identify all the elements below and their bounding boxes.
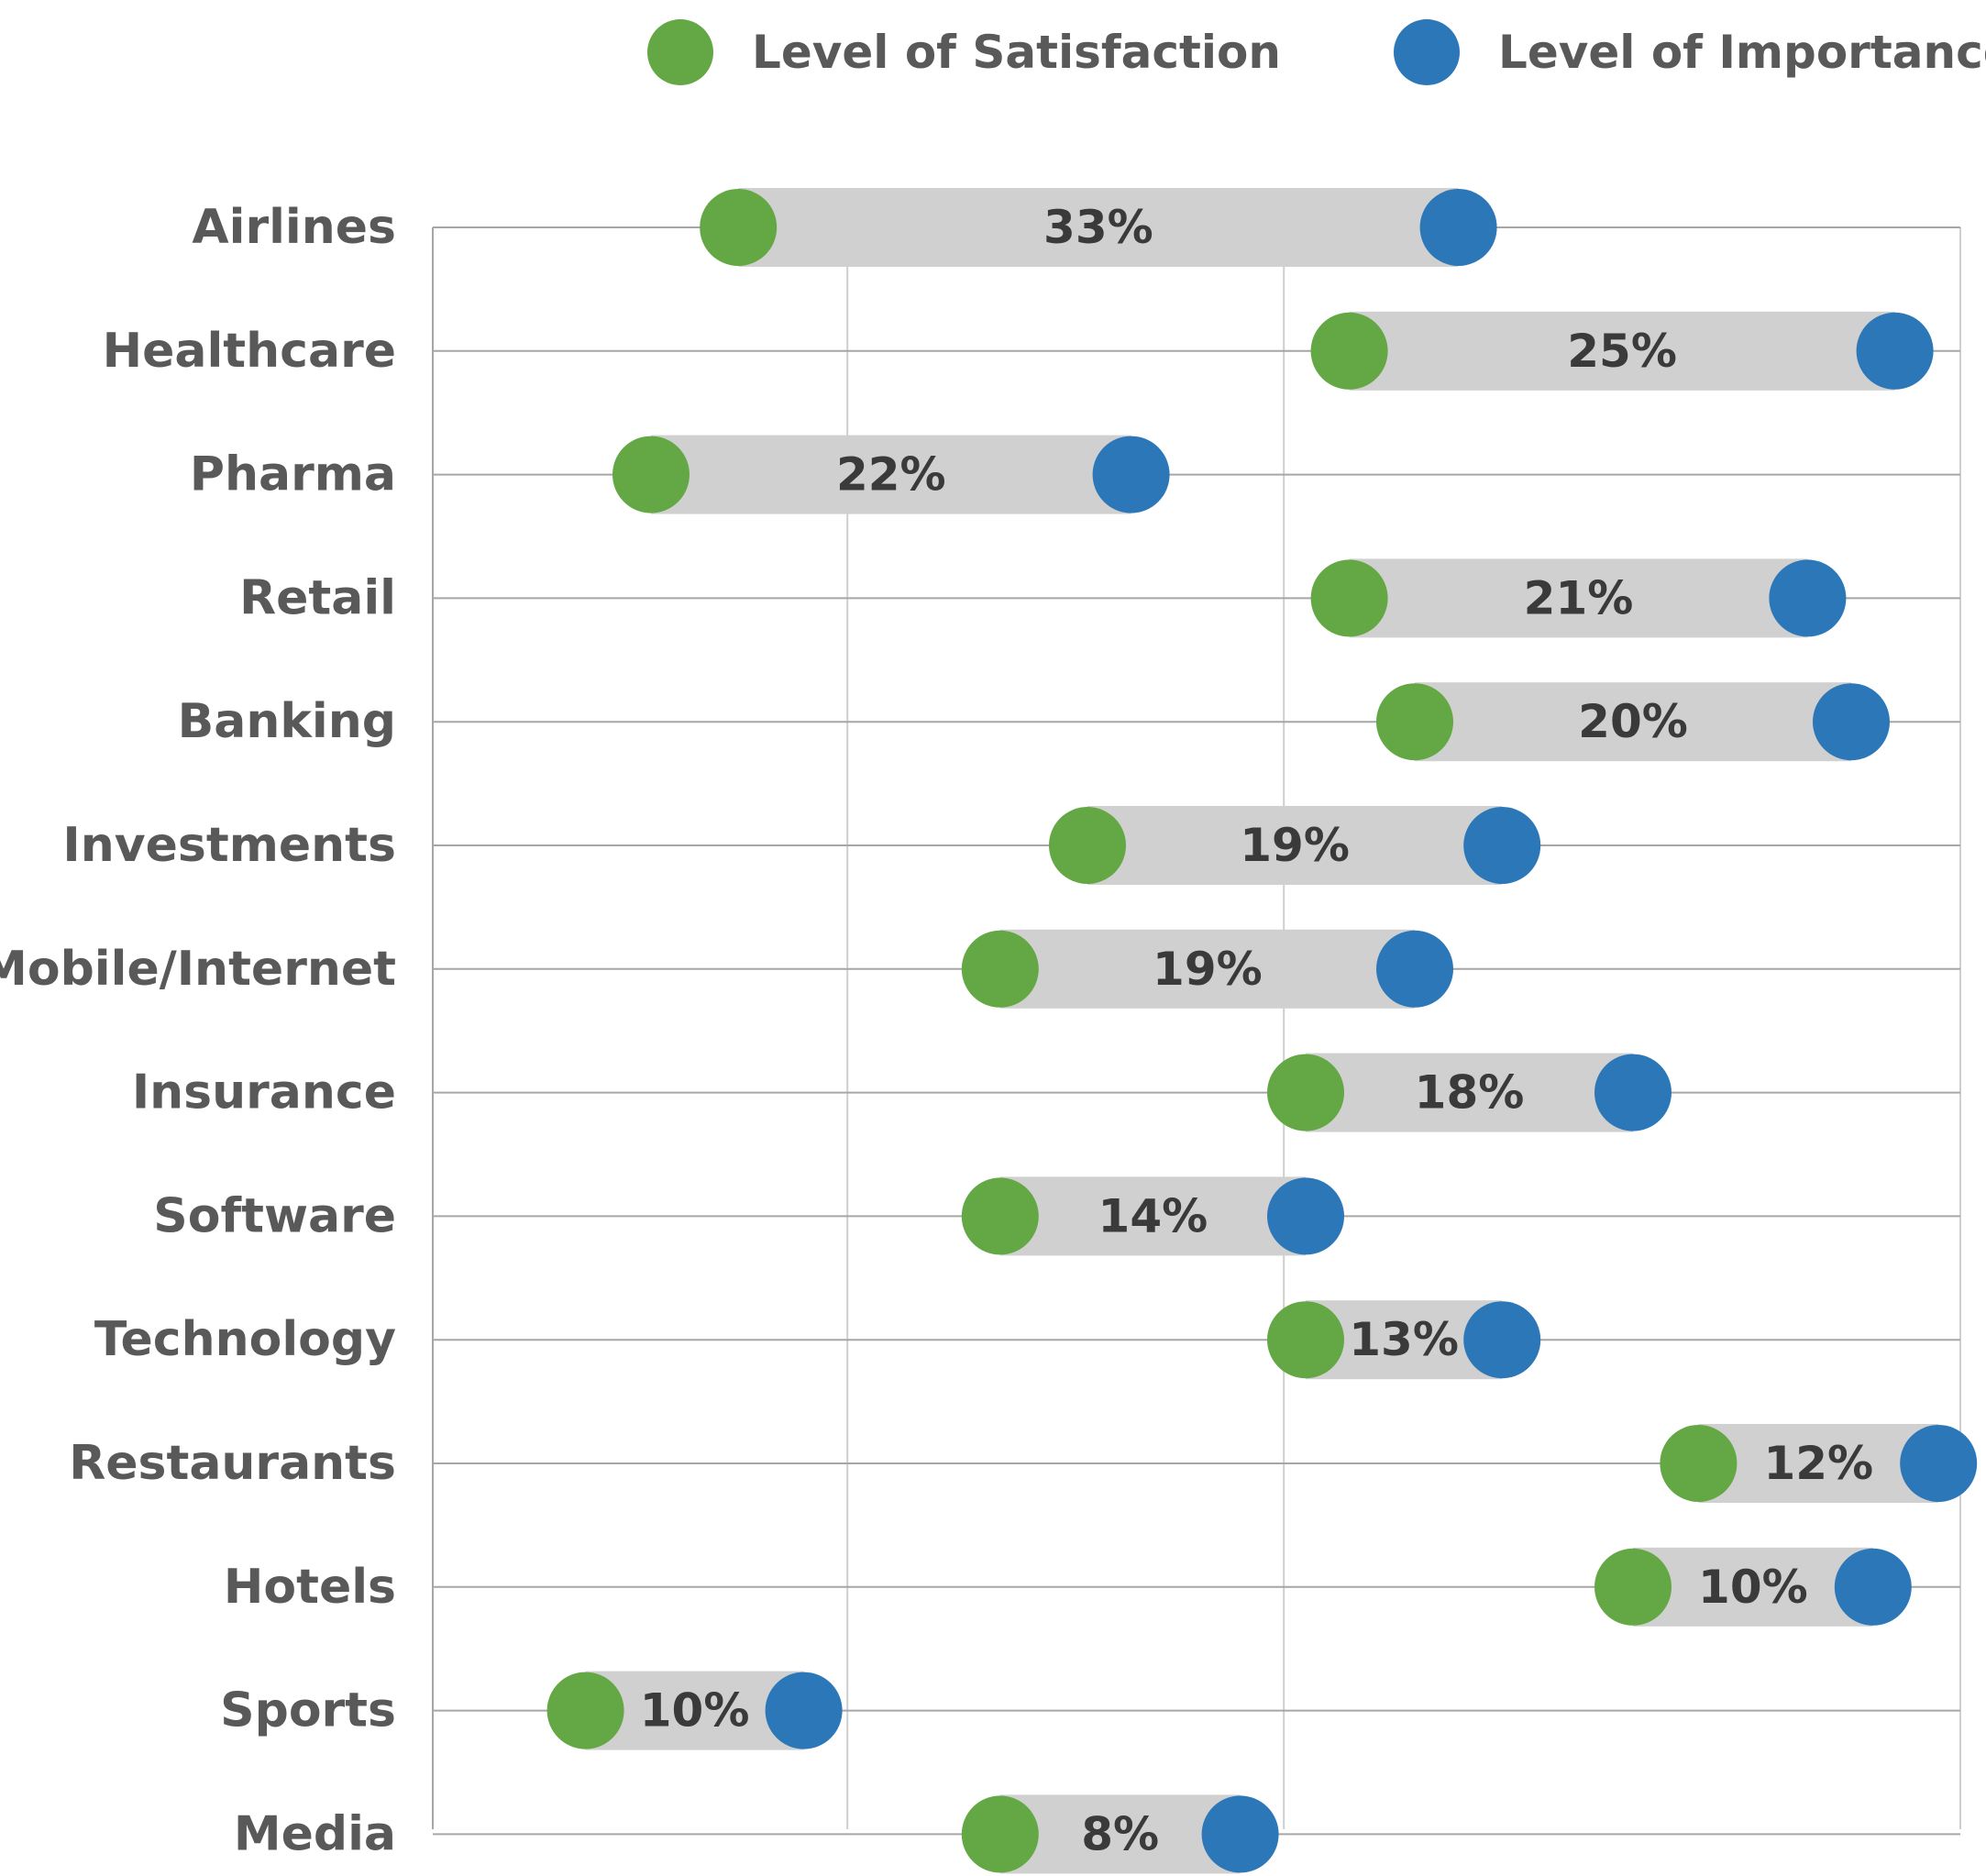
gap-bar <box>999 929 1415 1009</box>
legend-item-importance: Level of Importance <box>1394 19 1986 85</box>
gap-bar <box>1306 1053 1633 1132</box>
importance-dot <box>1856 312 1934 390</box>
row-media: Media 8% <box>234 1794 1960 1874</box>
satisfaction-dot <box>1376 683 1453 761</box>
row-mobile-internet: Mobile/Internet 19% <box>0 929 1960 1009</box>
gap-bar <box>999 1794 1241 1874</box>
satisfaction-dot <box>961 930 1039 1008</box>
category-label: Software <box>153 1188 396 1243</box>
satisfaction-dot <box>546 1672 624 1749</box>
satisfaction-dot <box>1660 1425 1738 1502</box>
satisfaction-dot <box>700 189 778 266</box>
importance-dot <box>1594 1054 1672 1131</box>
category-label: Banking <box>178 694 396 749</box>
gap-bar <box>651 435 1131 514</box>
importance-dot <box>1092 436 1170 513</box>
legend: Level of Satisfaction Level of Importance <box>647 19 1986 85</box>
importance-dot <box>1769 559 1847 637</box>
gap-label: 10% <box>640 1684 750 1738</box>
satisfaction-dot <box>612 436 690 513</box>
importance-dot <box>1267 1177 1344 1255</box>
legend-item-satisfaction: Level of Satisfaction <box>647 19 1281 85</box>
category-label: Airlines <box>192 200 396 255</box>
gap-bar <box>1415 682 1851 762</box>
gap-bar <box>1698 1424 1939 1503</box>
rows: Airlines 33% Healthcare 25% Pharma 22% Retail 2… <box>0 188 1978 1874</box>
row-sports: Sports 10% <box>220 1671 1960 1750</box>
gap-label: 14% <box>1098 1189 1208 1242</box>
gap-label: 22% <box>836 448 946 502</box>
row-airlines: Airlines 33% <box>192 188 1960 267</box>
gap-bar <box>1349 311 1895 391</box>
satisfaction-dot <box>1267 1301 1344 1379</box>
row-pharma: Pharma 22% <box>190 435 1960 514</box>
row-hotels: Hotels 10% <box>224 1547 1960 1627</box>
legend-label: Level of Importance <box>1498 26 1986 79</box>
gap-label: 13% <box>1349 1313 1459 1366</box>
category-label: Sports <box>220 1683 396 1738</box>
satisfaction-dot <box>961 1177 1039 1255</box>
row-software: Software 14% <box>153 1176 1960 1256</box>
category-label: Pharma <box>190 447 396 502</box>
category-label: Insurance <box>132 1065 396 1120</box>
gap-bar <box>1087 806 1503 885</box>
gap-label: 10% <box>1698 1561 1808 1614</box>
category-label: Restaurants <box>69 1436 396 1491</box>
gap-bar <box>1349 558 1808 638</box>
category-label: Mobile/Internet <box>0 942 396 997</box>
importance-dot <box>1376 930 1453 1008</box>
gap-label: 33% <box>1043 201 1153 254</box>
category-label: Healthcare <box>103 324 396 379</box>
legend-swatch <box>1394 19 1460 85</box>
legend-label: Level of Satisfaction <box>752 26 1281 79</box>
category-label: Retail <box>239 570 396 625</box>
satisfaction-dot <box>1594 1548 1672 1626</box>
category-label: Hotels <box>224 1560 396 1615</box>
category-label: Media <box>234 1806 396 1861</box>
importance-dot <box>1463 1301 1541 1379</box>
legend-swatch <box>647 19 713 85</box>
gap-label: 21% <box>1524 571 1634 624</box>
satisfaction-dot <box>1267 1054 1344 1131</box>
row-insurance: Insurance 18% <box>132 1053 1960 1132</box>
category-label: Investments <box>62 818 396 873</box>
importance-dot <box>1900 1425 1978 1502</box>
gap-bar <box>999 1176 1306 1256</box>
importance-dot <box>1463 807 1541 884</box>
satisfaction-dot <box>1310 559 1388 637</box>
importance-dot <box>1813 683 1890 761</box>
gap-label: 19% <box>1240 819 1350 872</box>
row-healthcare: Healthcare 25% <box>103 311 1960 391</box>
row-technology: Technology 13% <box>94 1300 1960 1380</box>
row-retail: Retail 21% <box>239 558 1960 638</box>
satisfaction-dot <box>1310 312 1388 390</box>
gap-label: 8% <box>1081 1807 1159 1860</box>
gap-label: 12% <box>1763 1437 1873 1490</box>
gap-bar <box>1633 1547 1873 1627</box>
satisfaction-dot <box>961 1795 1039 1873</box>
satisfaction-dot <box>1049 807 1126 884</box>
row-investments: Investments 19% <box>62 806 1960 885</box>
gap-label: 25% <box>1567 325 1677 378</box>
importance-dot <box>765 1672 843 1749</box>
importance-dot <box>1834 1548 1912 1626</box>
gap-bar <box>738 188 1459 267</box>
gap-label: 20% <box>1578 695 1688 748</box>
gap-label: 19% <box>1153 943 1263 996</box>
gap-label: 18% <box>1415 1066 1525 1120</box>
row-restaurants: Restaurants 12% <box>69 1424 1978 1503</box>
row-banking: Banking 20% <box>178 682 1960 762</box>
importance-dot <box>1419 189 1497 266</box>
importance-dot <box>1201 1795 1279 1873</box>
category-label: Technology <box>94 1312 396 1367</box>
